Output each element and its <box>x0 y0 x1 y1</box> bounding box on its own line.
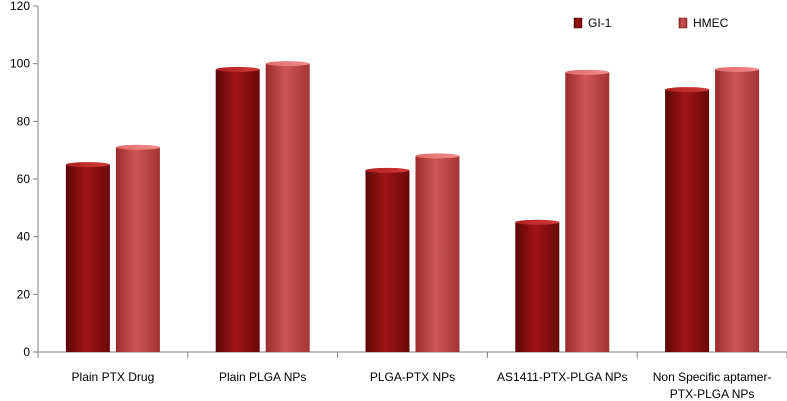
y-tick-label: 80 <box>17 114 31 128</box>
bar-hmec <box>565 69 610 353</box>
bars <box>65 61 760 353</box>
bar-body <box>565 72 610 353</box>
legend-label: HMEC <box>693 16 729 30</box>
y-tick-label: 60 <box>17 172 31 186</box>
y-tick-label: 40 <box>17 230 31 244</box>
x-category-label: AS1411-PTX-PLGA NPs <box>497 370 628 384</box>
bar-body <box>115 147 160 352</box>
bar-gi-1 <box>65 162 110 352</box>
bar-gi-1 <box>365 167 410 352</box>
x-category-label: Plain PTX Drug <box>72 370 155 384</box>
y-tick-label: 120 <box>10 0 30 13</box>
y-tick-label: 100 <box>10 57 30 71</box>
bar-cap <box>65 162 110 168</box>
bar-hmec <box>265 61 310 353</box>
bar-hmec <box>415 153 460 352</box>
category-labels: Plain PTX Drug Plain PLGA NPs PLGA-PTX NPs… <box>72 370 772 401</box>
bar-cap <box>515 219 560 225</box>
bar-cap <box>415 153 460 159</box>
bar-body <box>415 155 460 352</box>
bar-cap <box>365 167 410 173</box>
x-category-label: PLGA-PTX NPs <box>370 370 455 384</box>
x-category-label: Plain PLGA NPs <box>219 370 306 384</box>
bar-cap <box>265 61 310 67</box>
y-tick-label: 0 <box>23 345 30 359</box>
bar-body <box>515 222 560 352</box>
legend-swatch <box>573 17 583 29</box>
x-category-label: PTX-PLGA NPs <box>670 387 755 401</box>
bar-gi-1 <box>665 87 710 352</box>
bar-body <box>665 89 710 352</box>
bar-cap <box>715 66 760 72</box>
bar-body <box>265 63 310 353</box>
legend-label: GI-1 <box>588 16 612 30</box>
bar-body <box>65 164 110 352</box>
bar-hmec <box>115 144 160 352</box>
x-ticks <box>37 352 787 358</box>
bar-body <box>215 69 260 352</box>
bar-body <box>715 69 760 352</box>
bar-body <box>365 170 410 352</box>
y-ticks: 0 20 40 60 80 100 120 <box>10 0 38 359</box>
bar-cap <box>115 144 160 150</box>
bar-gi-1 <box>215 66 260 352</box>
bar-cap <box>665 87 710 93</box>
bar-gi-1 <box>515 219 560 352</box>
legend-item: GI-1 <box>573 16 612 30</box>
legend-swatch <box>678 17 688 29</box>
bar-hmec <box>715 66 760 352</box>
legend-item: HMEC <box>678 16 729 30</box>
x-category-label: Non Specific aptamer- <box>653 370 772 384</box>
bar-cap <box>565 69 610 75</box>
bar-cap <box>215 66 260 72</box>
y-tick-label: 20 <box>17 287 31 301</box>
legend: GI-1 HMEC <box>573 16 729 30</box>
